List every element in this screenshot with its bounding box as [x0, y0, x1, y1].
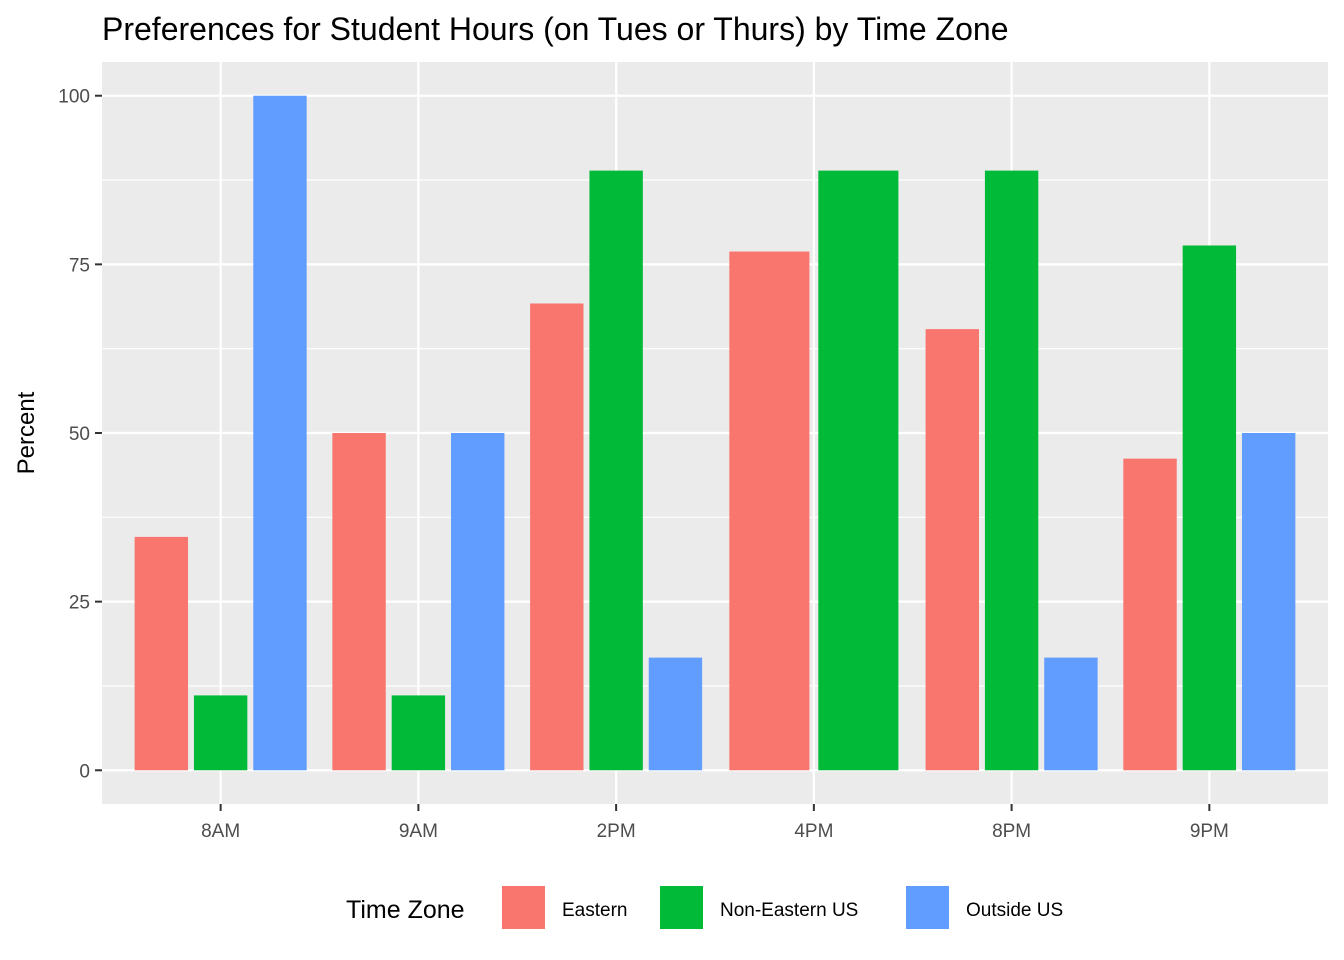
y-tick-label: 25 [69, 593, 90, 614]
legend-key-eastern [502, 886, 545, 929]
bars [134, 95, 1296, 771]
legend-key-non-eastern-us [660, 886, 703, 929]
y-axis: 0 25 50 75 100 [58, 87, 102, 782]
legend-label: Non-Eastern US [720, 900, 858, 921]
x-axis: 8AM 9AM 2PM 4PM 8PM 9PM [201, 804, 1229, 842]
x-tick-label: 2PM [597, 821, 636, 842]
x-tick-label: 8AM [201, 821, 240, 842]
x-tick-label: 4PM [794, 821, 833, 842]
legend-label: Eastern [562, 900, 627, 921]
bar-outside-us-8am [253, 95, 307, 771]
legend-title: Time Zone [346, 896, 465, 924]
y-tick-label: 100 [58, 87, 90, 108]
y-tick-label: 50 [69, 424, 90, 445]
bar-eastern-2pm [530, 303, 584, 771]
legend-label: Outside US [966, 900, 1063, 921]
bar-eastern-8am [134, 536, 189, 771]
x-tick-label: 9PM [1190, 821, 1229, 842]
chart-title: Preferences for Student Hours (on Tues o… [102, 11, 1008, 47]
bar-non-eastern-us-2pm [589, 170, 643, 771]
legend-key-outside-us [906, 886, 949, 929]
y-tick-label: 75 [69, 255, 90, 276]
bar-non-eastern-us-8am [193, 695, 248, 771]
bar-outside-us-2pm [648, 657, 703, 771]
bar-eastern-9pm [1123, 458, 1177, 771]
bar-non-eastern-us-4pm [818, 170, 899, 771]
bar-outside-us-9am [451, 433, 505, 771]
legend: Time Zone Eastern Non-Eastern US Outside U… [346, 886, 1063, 929]
y-tick-label: 0 [79, 761, 90, 782]
bar-outside-us-8pm [1044, 657, 1098, 771]
bar-eastern-4pm [729, 251, 810, 771]
bar-eastern-8pm [925, 329, 979, 771]
bar-eastern-9am [332, 433, 386, 771]
bar-non-eastern-us-8pm [984, 170, 1039, 771]
y-axis-title: Percent [13, 391, 40, 474]
bar-outside-us-9pm [1241, 433, 1296, 771]
x-tick-label: 8PM [992, 821, 1031, 842]
x-tick-label: 9AM [399, 821, 438, 842]
bar-non-eastern-us-9pm [1182, 245, 1237, 771]
bar-non-eastern-us-9am [391, 695, 446, 771]
